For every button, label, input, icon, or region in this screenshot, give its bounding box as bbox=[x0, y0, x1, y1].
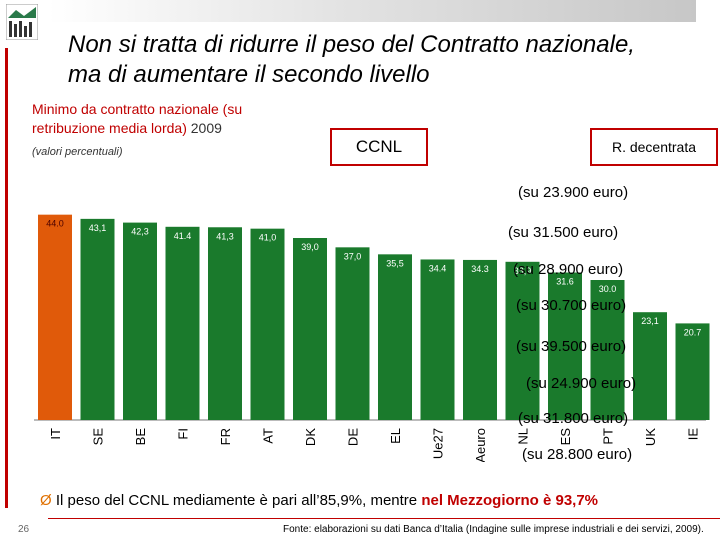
bar-nl bbox=[505, 261, 540, 420]
decentrata-box: R. decentrata bbox=[590, 128, 718, 166]
value-label-dk: 39,0 bbox=[301, 242, 319, 252]
x-tick-at: AT bbox=[261, 428, 276, 444]
value-label-de: 37,0 bbox=[344, 251, 362, 261]
bullet-text: Il peso del CCNL mediamente è pari all’8… bbox=[55, 492, 422, 509]
value-label-es: 31.6 bbox=[556, 277, 574, 287]
bar-aeuro bbox=[463, 259, 497, 420]
bar-de bbox=[335, 247, 370, 420]
ccnl-box: CCNL bbox=[330, 128, 428, 166]
x-tick-uk: UK bbox=[643, 428, 658, 446]
value-label-nl: 33,9 bbox=[514, 266, 532, 276]
value-label-ue27: 34.4 bbox=[429, 263, 447, 273]
bar-uk bbox=[633, 312, 667, 420]
value-label-fr: 41,3 bbox=[216, 231, 234, 241]
value-label-se: 43,1 bbox=[89, 223, 107, 233]
bar-be bbox=[123, 222, 157, 420]
value-label-aeuro: 34.3 bbox=[471, 264, 489, 274]
page-number: 26 bbox=[18, 524, 30, 535]
x-tick-de: DE bbox=[346, 428, 361, 446]
annotation-salary: (su 23.900 euro) bbox=[518, 184, 629, 201]
bar-at bbox=[250, 228, 285, 420]
annotation-salary: (su 28.800 euro) bbox=[522, 446, 633, 463]
bar-ue27 bbox=[420, 259, 455, 420]
annotation-salary: (su 31.800 euro) bbox=[518, 410, 629, 427]
footer-divider bbox=[48, 518, 720, 519]
annotation-salary: (su 30.700 euro) bbox=[516, 297, 627, 314]
x-tick-ue27: Ue27 bbox=[431, 428, 446, 459]
value-label-at: 41,0 bbox=[259, 233, 277, 243]
annotation-salary: (su 39.500 euro) bbox=[516, 338, 627, 355]
source-note: Fonte: elaborazioni su dati Banca d’Ital… bbox=[283, 524, 704, 535]
x-tick-es: ES bbox=[558, 428, 573, 446]
x-tick-fr: FR bbox=[218, 428, 233, 445]
x-tick-be: BE bbox=[133, 428, 148, 446]
value-label-it: 44.0 bbox=[46, 219, 64, 229]
top-banner bbox=[48, 0, 696, 22]
value-label-be: 42,3 bbox=[131, 227, 149, 237]
x-tick-aeuro: Aeuro bbox=[473, 428, 488, 462]
bar-el bbox=[378, 254, 412, 420]
x-tick-it: IT bbox=[48, 428, 63, 440]
value-label-fi: 41.4 bbox=[174, 231, 192, 241]
bar-se bbox=[80, 218, 115, 420]
slide-title: Non si tratta di ridurre il peso del Con… bbox=[68, 31, 635, 88]
bar-fr bbox=[208, 227, 242, 420]
bullet-point: Ø Il peso del CCNL mediamente è pari all… bbox=[40, 492, 598, 509]
arrow-bullet-icon: Ø bbox=[40, 492, 52, 509]
bar-fi bbox=[165, 226, 200, 420]
x-tick-ie: IE bbox=[686, 428, 701, 441]
bar-dk bbox=[293, 238, 327, 420]
value-label-el: 35,5 bbox=[386, 258, 404, 268]
annotation-salary: (su 24.900 euro) bbox=[526, 375, 637, 392]
logo-icon bbox=[6, 4, 38, 40]
bar-ie bbox=[675, 323, 710, 420]
left-accent-line bbox=[5, 48, 8, 508]
annotation-salary: (su 31.500 euro) bbox=[508, 224, 619, 241]
subtitle-main: Minimo da contratto nazionale (su retrib… bbox=[32, 101, 243, 136]
x-tick-nl: NL bbox=[516, 428, 531, 445]
x-tick-se: SE bbox=[91, 428, 106, 446]
value-label-pt: 30.0 bbox=[599, 284, 617, 294]
subtitle-note: (valori percentuali) bbox=[32, 146, 123, 158]
bullet-bold-text: nel Mezzogiorno è 93,7% bbox=[421, 492, 599, 509]
value-label-uk: 23,1 bbox=[641, 316, 659, 326]
x-tick-fi: FI bbox=[176, 428, 191, 440]
subtitle-year: 2009 bbox=[190, 120, 222, 136]
value-label-ie: 20.7 bbox=[684, 327, 702, 337]
x-tick-el: EL bbox=[388, 428, 403, 444]
chart-subtitle: Minimo da contratto nazionale (su retrib… bbox=[32, 100, 312, 138]
bar-it bbox=[38, 214, 72, 420]
bar-pt bbox=[590, 280, 625, 420]
bar-es bbox=[548, 272, 582, 420]
annotation-salary: (su 28.900 euro) bbox=[513, 261, 624, 278]
bar-chart: 44.0 IT 43,1 SE 42,3 BE 41.4 FI 41,3 FR 41,0 AT 39,0… bbox=[34, 214, 710, 462]
x-tick-pt: PT bbox=[601, 428, 616, 445]
x-tick-dk: DK bbox=[303, 428, 318, 446]
